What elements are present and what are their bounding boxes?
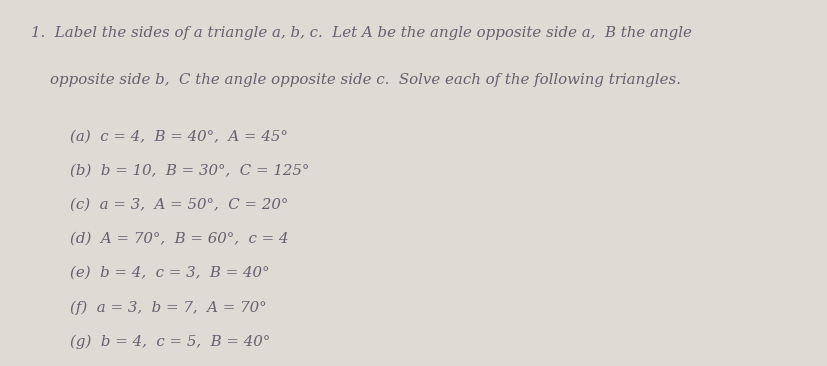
Text: opposite side b,  C the angle opposite side c.  Solve each of the following tria: opposite side b, C the angle opposite si… xyxy=(31,73,681,87)
Text: (d)  A = 70°,  B = 60°,  c = 4: (d) A = 70°, B = 60°, c = 4 xyxy=(70,232,289,246)
Text: (e)  b = 4,  c = 3,  B = 40°: (e) b = 4, c = 3, B = 40° xyxy=(70,266,270,280)
Text: (f)  a = 3,  b = 7,  A = 70°: (f) a = 3, b = 7, A = 70° xyxy=(70,300,266,314)
Text: (g)  b = 4,  c = 5,  B = 40°: (g) b = 4, c = 5, B = 40° xyxy=(70,334,270,348)
Text: (b)  b = 10,  B = 30°,  C = 125°: (b) b = 10, B = 30°, C = 125° xyxy=(70,164,309,178)
Text: (c)  a = 3,  A = 50°,  C = 20°: (c) a = 3, A = 50°, C = 20° xyxy=(70,198,289,212)
Text: (a)  c = 4,  B = 40°,  A = 45°: (a) c = 4, B = 40°, A = 45° xyxy=(70,130,288,144)
Text: 1.  Label the sides of a triangle a, b, c.  Let A be the angle opposite side a, : 1. Label the sides of a triangle a, b, c… xyxy=(31,26,691,40)
